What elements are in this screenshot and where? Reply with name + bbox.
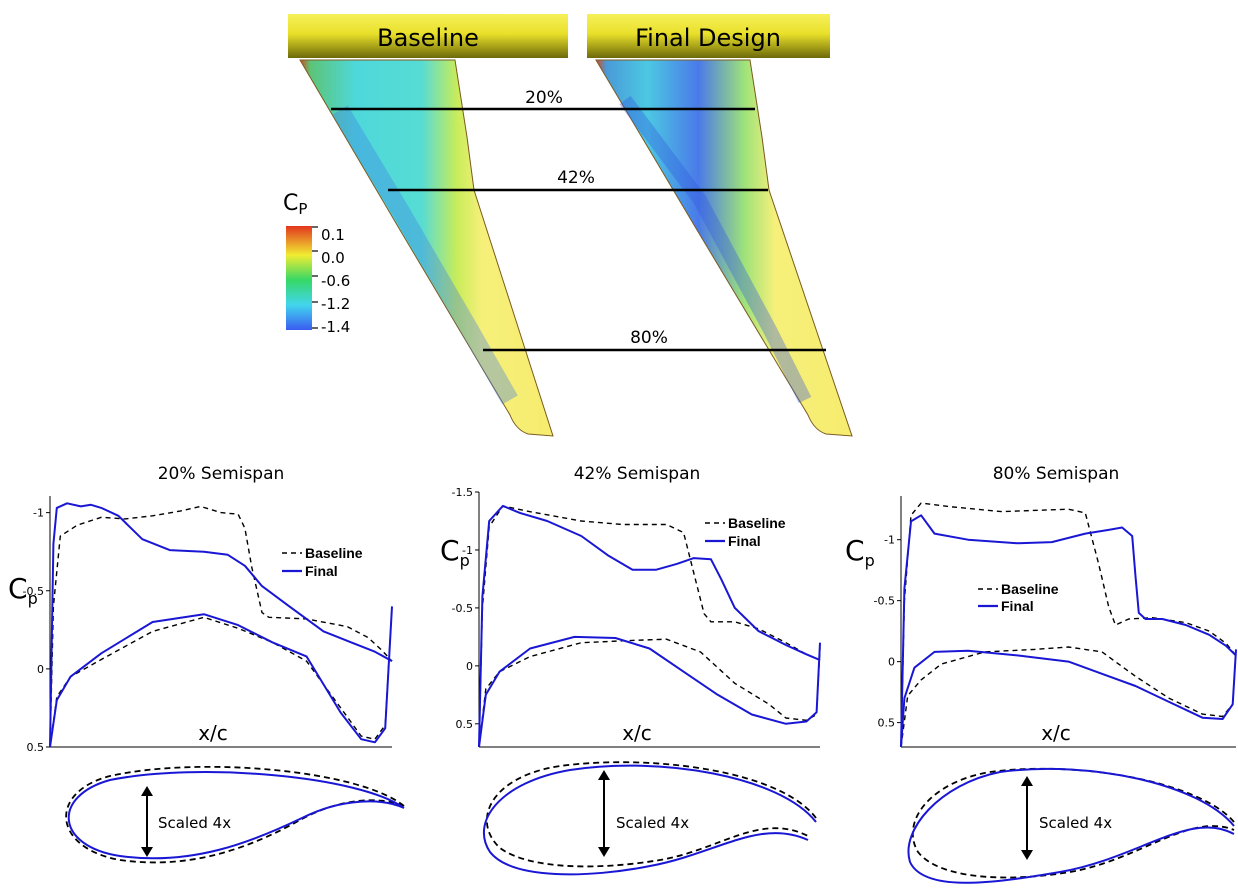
airfoil-section-42: Scaled 4x (483, 761, 817, 876)
final-cp-upper-curve (478, 504, 821, 748)
final-design-suction-region (619, 95, 812, 404)
legend-label-final: Final (728, 533, 761, 549)
legend-label-baseline: Baseline (1001, 581, 1059, 597)
baseline-suction-region (332, 105, 518, 405)
scaled-label: Scaled 4x (1039, 814, 1112, 832)
legend-label-baseline: Baseline (728, 515, 786, 531)
final-cp-upper-curve (49, 502, 393, 748)
baseline-banner-label: Baseline (377, 24, 479, 52)
cp-plot-42-semispan: 42% Semispan Cp x/c Baseline Final -1.5 -… (440, 464, 821, 748)
legend-label-final: Final (305, 563, 338, 579)
baseline-cp-upper-curve (478, 505, 821, 748)
final-cp-lower-curve (900, 649, 1237, 748)
wing-view: Baseline Final Design 20% 42% 80% CP 0.1 (283, 14, 853, 437)
final-cp-upper-curve (900, 514, 1237, 748)
baseline-banner: Baseline (288, 14, 568, 58)
y-axis-label: Cp (8, 572, 38, 608)
baseline-banner-box (288, 14, 568, 58)
y-axis-label: Cp (845, 534, 875, 570)
y-tick-label: 0 (37, 663, 44, 676)
y-tick-label: -1.5 (452, 486, 473, 499)
colorbar-tick-label: 0.1 (321, 226, 345, 244)
final-design-wing-surface (595, 59, 853, 437)
station-label-80: 80% (630, 328, 668, 348)
scaled-label: Scaled 4x (158, 814, 231, 832)
airfoil-section-80: Scaled 4x (907, 767, 1235, 884)
baseline-cp-upper-curve (49, 505, 393, 748)
station-label-42: 42% (557, 168, 595, 188)
scaled-label: Scaled 4x (616, 814, 689, 832)
y-tick-label: -0.5 (23, 585, 44, 598)
final-design-banner-box (587, 14, 830, 58)
final-design-banner-label: Final Design (635, 24, 781, 52)
colorbar-tick-label: -0.6 (321, 272, 350, 290)
plot-title: 42% Semispan (574, 464, 701, 484)
x-axis-label: x/c (198, 721, 228, 745)
plot-title: 80% Semispan (993, 464, 1120, 484)
legend-label-final: Final (1001, 598, 1034, 614)
x-axis-label: x/c (1041, 721, 1071, 745)
y-tick-label: 0.5 (878, 717, 896, 730)
y-tick-label: 0.5 (456, 718, 474, 731)
airfoil-final-80 (907, 767, 1235, 884)
airfoil-final-20 (67, 771, 405, 860)
airfoil-baseline-42 (486, 761, 817, 868)
thickness-arrowheads (1021, 776, 1033, 860)
y-tick-label: -1 (33, 507, 44, 520)
colorbar-tick-label: -1.2 (321, 295, 350, 313)
airfoil-section-20: Scaled 4x (65, 765, 405, 864)
colorbar-tick-label: -1.4 (321, 318, 350, 336)
plot-title: 20% Semispan (158, 464, 285, 484)
final-cp-lower-curve (49, 606, 393, 748)
y-tick-label: -1 (462, 544, 473, 557)
y-tick-label: 0.5 (27, 741, 45, 754)
colorbar-title: CP (283, 191, 307, 218)
final-design-banner: Final Design (587, 14, 830, 58)
baseline-wing-surface (299, 59, 554, 437)
airfoil-baseline-20 (65, 765, 405, 864)
y-tick-label: -1 (884, 534, 895, 547)
baseline-cp-lower-curve (478, 638, 821, 748)
y-tick-label: -0.5 (452, 602, 473, 615)
y-tick-label: 0 (466, 660, 473, 673)
x-axis-label: x/c (622, 721, 652, 745)
y-tick-label: -0.5 (874, 595, 895, 608)
cp-plot-80-semispan: 80% Semispan Cp x/c Baseline Final -1 -0.… (845, 464, 1237, 748)
thickness-arrowheads (598, 770, 610, 857)
y-tick-label: 0 (888, 656, 895, 669)
colorbar-gradient (286, 226, 312, 330)
station-label-20: 20% (525, 88, 563, 108)
cp-colorbar: CP 0.1 0.0 -0.6 -1.2 -1.4 (283, 191, 350, 336)
cp-plot-20-semispan: 20% Semispan Cp x/c Baseline Final -1 -0.… (8, 464, 393, 754)
legend-label-baseline: Baseline (305, 545, 363, 561)
airfoil-final-42 (483, 764, 817, 876)
colorbar-tick-label: 0.0 (321, 249, 345, 267)
y-axis-label: Cp (440, 534, 470, 570)
baseline-cp-lower-curve (900, 646, 1237, 748)
final-cp-lower-curve (478, 635, 821, 748)
